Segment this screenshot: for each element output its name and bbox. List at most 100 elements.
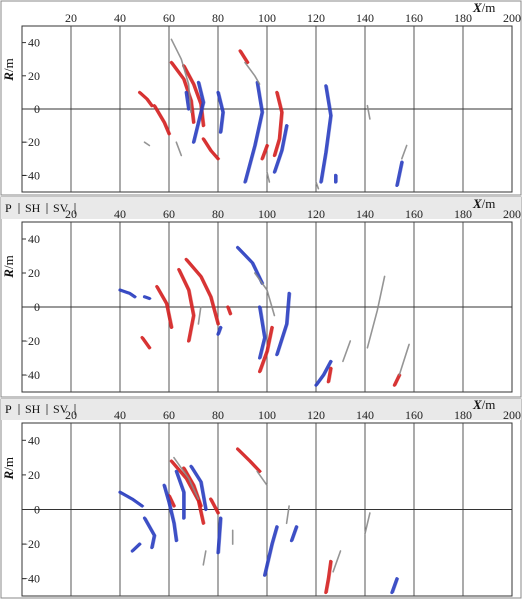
event-trace: [118, 490, 144, 508]
event-trace-edge: [277, 292, 292, 356]
y-tick-label: 40: [28, 36, 40, 50]
event-trace: [184, 257, 220, 326]
panel-tab-sh[interactable]: SH: [25, 201, 41, 215]
panel-tab-sv[interactable]: SV: [53, 201, 69, 215]
panel-tab-p[interactable]: P: [5, 201, 12, 215]
y-tick-label: −20: [21, 135, 40, 149]
event-trace: [162, 483, 178, 543]
event-trace-edge: [393, 578, 400, 594]
event-trace: [342, 340, 352, 363]
event-trace: [332, 550, 342, 573]
event-trace-edge: [184, 65, 206, 127]
y-tick-label: −40: [21, 572, 40, 586]
event-trace-edge: [194, 81, 206, 143]
event-trace: [258, 325, 274, 374]
event-trace-edge: [241, 50, 250, 64]
x-tick-label: 140: [356, 207, 374, 221]
event-trace: [175, 141, 183, 157]
event-trace: [266, 171, 271, 183]
x-tick-label: 40: [114, 11, 126, 25]
event-trace: [138, 90, 154, 108]
x-tick-label: 100: [258, 207, 276, 221]
y-axis-label: R/m: [1, 255, 16, 278]
event-trace: [174, 469, 186, 520]
event-trace: [155, 285, 173, 329]
event-trace: [140, 336, 151, 350]
event-trace-edge: [292, 526, 299, 542]
event-trace-edge: [133, 543, 142, 552]
x-axis-label: X/m: [472, 196, 495, 211]
series-3: [197, 272, 410, 376]
event-trace: [173, 456, 200, 500]
event-trace: [167, 494, 176, 508]
event-trace: [238, 49, 249, 65]
event-trace-edge: [211, 498, 221, 514]
event-trace: [315, 181, 320, 190]
x-tick-label: 60: [163, 207, 175, 221]
event-trace: [314, 359, 333, 387]
event-trace: [366, 104, 371, 120]
event-trace: [319, 84, 333, 184]
x-tick-label: 200: [503, 207, 521, 221]
event-trace: [170, 38, 192, 114]
event-trace-edge: [140, 91, 154, 107]
event-trace: [236, 447, 262, 473]
event-trace: [191, 80, 205, 144]
event-trace: [254, 272, 276, 317]
event-trace: [243, 80, 264, 184]
x-tick-label: 20: [65, 11, 77, 25]
event-trace: [216, 90, 225, 134]
event-trace: [142, 516, 156, 550]
event-trace-edge: [170, 495, 177, 507]
x-tick-label: 180: [454, 408, 472, 422]
event-trace-edge: [275, 91, 284, 157]
panel-tab-p[interactable]: P: [5, 402, 12, 416]
event-trace-edge: [179, 269, 196, 342]
event-trace-edge: [187, 258, 221, 325]
event-trace: [130, 542, 142, 553]
event-trace-edge: [317, 360, 333, 386]
x-tick-label: 100: [258, 11, 276, 25]
event-trace: [366, 275, 386, 349]
event-trace: [256, 470, 268, 487]
x-tick-label: 80: [212, 207, 224, 221]
y-tick-label: −20: [21, 537, 40, 551]
event-trace: [216, 516, 223, 555]
event-trace-edge: [219, 326, 223, 335]
x-tick-label: 180: [454, 11, 472, 25]
x-tick-label: 120: [307, 11, 325, 25]
x-tick-label: 180: [454, 207, 472, 221]
event-trace: [272, 90, 284, 158]
event-trace: [202, 550, 207, 566]
event-trace: [216, 325, 223, 336]
event-trace-edge: [155, 105, 172, 135]
event-trace: [395, 160, 404, 187]
x-tick-label: 40: [114, 207, 126, 221]
event-trace: [184, 90, 191, 111]
x-tick-label: 160: [405, 408, 423, 422]
series-2: [184, 80, 404, 187]
event-trace: [189, 464, 208, 512]
x-tick-label: 160: [405, 11, 423, 25]
x-tick-label: 140: [356, 11, 374, 25]
event-trace: [197, 306, 202, 325]
y-axis-label: R/m: [1, 457, 16, 480]
series-2: [118, 245, 333, 387]
event-trace-edge: [192, 465, 208, 511]
event-trace-edge: [260, 306, 267, 359]
panel-tab-sh[interactable]: SH: [25, 402, 41, 416]
event-trace: [201, 137, 220, 161]
y-tick-label: 40: [28, 232, 40, 246]
x-tick-label: 20: [65, 408, 77, 422]
event-trace-edge: [145, 296, 152, 300]
event-trace: [263, 525, 279, 577]
x-tick-label: 20: [65, 207, 77, 221]
event-trace-edge: [120, 289, 137, 298]
x-tick-label: 120: [307, 207, 325, 221]
event-trace-edge: [329, 367, 333, 383]
x-tick-label: 160: [405, 207, 423, 221]
chart-panel-1: 20 40 60 80 100 120 140 160 180 20040200−20−40X/m…: [0, 0, 522, 196]
panel-tab-sv[interactable]: SV: [53, 402, 69, 416]
y-tick-label: 20: [28, 266, 40, 280]
